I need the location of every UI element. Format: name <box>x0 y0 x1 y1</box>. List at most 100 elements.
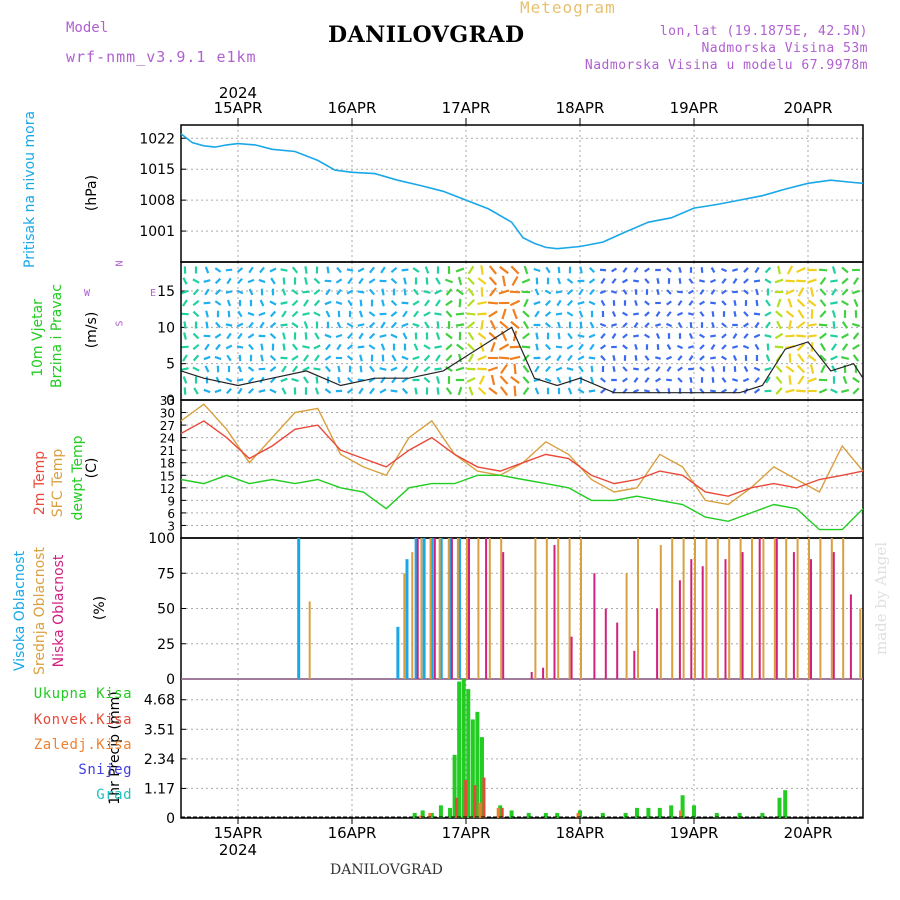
wind-arrow <box>423 311 431 317</box>
wind-arrow <box>764 334 772 338</box>
wind-arrow <box>556 277 562 285</box>
wind-arrow <box>721 322 727 328</box>
high-cloud-bar <box>439 538 443 679</box>
wind-arrow <box>368 311 376 317</box>
high-cloud-bar <box>457 538 461 679</box>
total-rain-bar <box>526 812 531 818</box>
wind-arrow <box>656 278 660 284</box>
wind-arrow <box>269 332 277 340</box>
dewpt-line <box>180 474 864 531</box>
wind-arrow <box>809 287 815 297</box>
wind-arrow <box>490 341 496 353</box>
wind-arrow <box>677 377 683 383</box>
wind-arrow <box>455 267 465 273</box>
wind-arrow <box>248 321 254 329</box>
wind-arrow <box>434 345 442 349</box>
wind-arrow <box>281 288 287 296</box>
wind-arrow <box>796 389 806 393</box>
wind-arrows <box>181 265 861 397</box>
y-tick-label: 0 <box>166 393 175 409</box>
wind-arrow <box>490 374 496 386</box>
wind-arrow <box>535 332 539 340</box>
wind-arrow <box>269 310 277 318</box>
wind-arrow <box>324 355 332 361</box>
low-cloud-bar <box>832 552 835 679</box>
wind-arrow <box>555 290 563 294</box>
wind-arrow <box>477 277 487 285</box>
wind-arrow <box>259 321 265 329</box>
wind-arrow <box>455 323 465 327</box>
wind-arrow <box>445 332 453 340</box>
wind-arrow <box>368 288 376 296</box>
mid-cloud-bar <box>796 538 799 679</box>
wind-arrow <box>600 277 606 285</box>
total-rain-bar <box>420 810 425 818</box>
mid-cloud-bar <box>545 538 548 679</box>
wind-arrow <box>818 323 828 327</box>
wind-arrow <box>634 289 638 295</box>
wind-arrow <box>336 288 342 296</box>
wind-arrow <box>612 366 616 372</box>
wind-arrow <box>291 288 299 296</box>
mid-cloud-bar <box>429 538 432 679</box>
mid-cloud-bar <box>488 538 491 679</box>
wind-arrow <box>534 310 540 318</box>
wind-arrow <box>688 355 694 361</box>
low-cloud-bar <box>593 573 596 679</box>
wind-arrow <box>379 334 387 338</box>
wind-arrow <box>467 265 475 275</box>
mid-cloud-bar <box>557 538 560 679</box>
compass-w: W <box>84 288 91 299</box>
y-tick-label: 21 <box>160 444 175 458</box>
wind-arrow <box>467 331 475 341</box>
wind-arrow <box>743 311 749 317</box>
wind-arrow <box>699 344 705 350</box>
wind-arrow <box>368 321 376 329</box>
wind-arrow <box>622 267 628 273</box>
wind-arrow <box>797 375 805 385</box>
freezing-rain-bar <box>496 807 500 818</box>
wind-arrow <box>412 267 420 273</box>
wind-arrow <box>841 333 849 339</box>
x-tick-label-bottom: 17APR <box>442 824 491 842</box>
wind-arrow <box>807 334 817 338</box>
panel-frame <box>180 399 864 539</box>
wind-arrow <box>445 343 453 351</box>
wind-arrow <box>324 388 332 394</box>
high-cloud-bar <box>430 538 434 679</box>
wind-arrow <box>688 278 694 284</box>
total-rain-bar <box>475 711 480 818</box>
wind-arrow <box>567 332 573 340</box>
wind-arrow <box>665 322 673 328</box>
wind-arrow <box>611 267 617 273</box>
wind-arrow <box>291 299 299 307</box>
wind-arrow <box>710 267 716 273</box>
year-label-bottom: 2024 <box>219 841 257 859</box>
wind-arrow <box>796 364 806 374</box>
x-tick-label-top: 15APR <box>214 99 263 117</box>
wind-arrow <box>611 310 617 318</box>
wind-arrow <box>402 310 408 318</box>
mid-cloud-bar <box>659 545 662 679</box>
wind-arrow <box>655 323 661 327</box>
wind-arrow <box>807 278 817 284</box>
total-rain-bar <box>669 805 674 818</box>
wind-arrow <box>851 322 861 328</box>
wind-arrow <box>544 355 552 361</box>
y-tick-label: 3.51 <box>144 722 175 738</box>
wind-arrow <box>509 345 521 349</box>
low-cloud-label: Niska Oblacnost <box>51 554 67 668</box>
wind-arrow <box>644 366 650 372</box>
wind-arrow <box>776 320 782 330</box>
wind-arrow <box>192 278 200 284</box>
x-tick-label-top: 20APR <box>784 99 833 117</box>
wind-arrow <box>280 268 288 272</box>
wind-arrow <box>498 289 510 295</box>
wind-arrow <box>181 367 189 371</box>
wind-arrow <box>721 388 727 394</box>
wind-arrow <box>214 388 222 394</box>
sfc-temp-label: SFC Temp <box>50 448 66 518</box>
mid-cloud-bar <box>403 573 406 679</box>
compass-e: E <box>150 288 157 299</box>
wind-arrow <box>588 389 596 393</box>
